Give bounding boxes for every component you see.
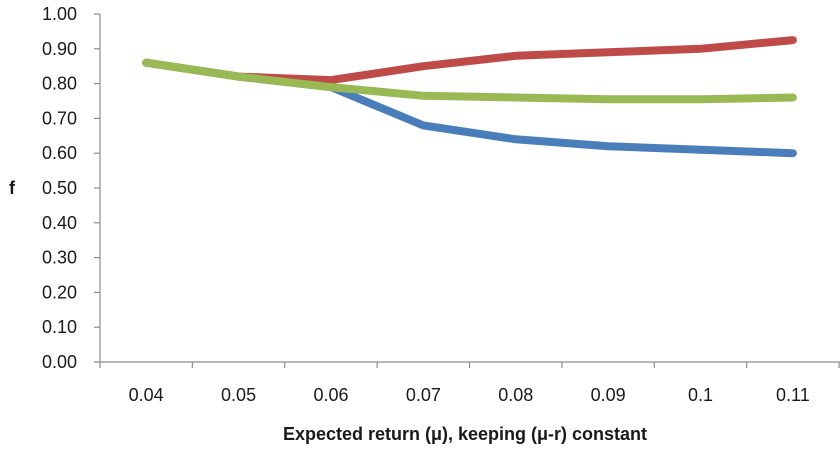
x-tick-label: 0.07 (406, 385, 441, 405)
x-tick-label: 0.11 (776, 385, 810, 405)
series-group (142, 36, 797, 158)
y-tick-label: 0.20 (42, 282, 77, 302)
x-tick-label: 0.06 (313, 385, 348, 405)
y-axis-title: f (9, 178, 16, 198)
series-line-3 (142, 58, 797, 104)
y-tick-label: 0.10 (42, 317, 77, 337)
y-tick-label: 0.50 (42, 178, 77, 198)
axes (99, 14, 840, 363)
x-tick-label: 0.09 (591, 385, 626, 405)
x-tick-label: 0.08 (498, 385, 533, 405)
y-tick-label: 0.70 (42, 108, 77, 128)
y-tick-label: 0.90 (42, 39, 77, 59)
x-tick-label: 0.04 (129, 385, 164, 405)
y-tick-label: 0.00 (42, 352, 77, 372)
y-tick-label: 0.60 (42, 143, 77, 163)
y-tick-label: 0.40 (42, 213, 77, 233)
y-tick-label: 1.00 (42, 4, 77, 24)
y-ticks: 0.00 0.10 0.20 0.30 0.40 0.50 0.60 0.70 0.80 0.90… (42, 4, 100, 372)
x-ticks: 0.04 0.05 0.06 0.07 0.08 0.09 0.1 0.11 (99, 362, 840, 405)
x-tick-label: 0.1 (688, 385, 713, 405)
x-tick-label: 0.05 (221, 385, 256, 405)
y-tick-label: 0.30 (42, 248, 77, 268)
x-axis-title: Expected return (μ), keeping (μ-r) const… (283, 424, 647, 444)
y-tick-label: 0.80 (42, 74, 77, 94)
